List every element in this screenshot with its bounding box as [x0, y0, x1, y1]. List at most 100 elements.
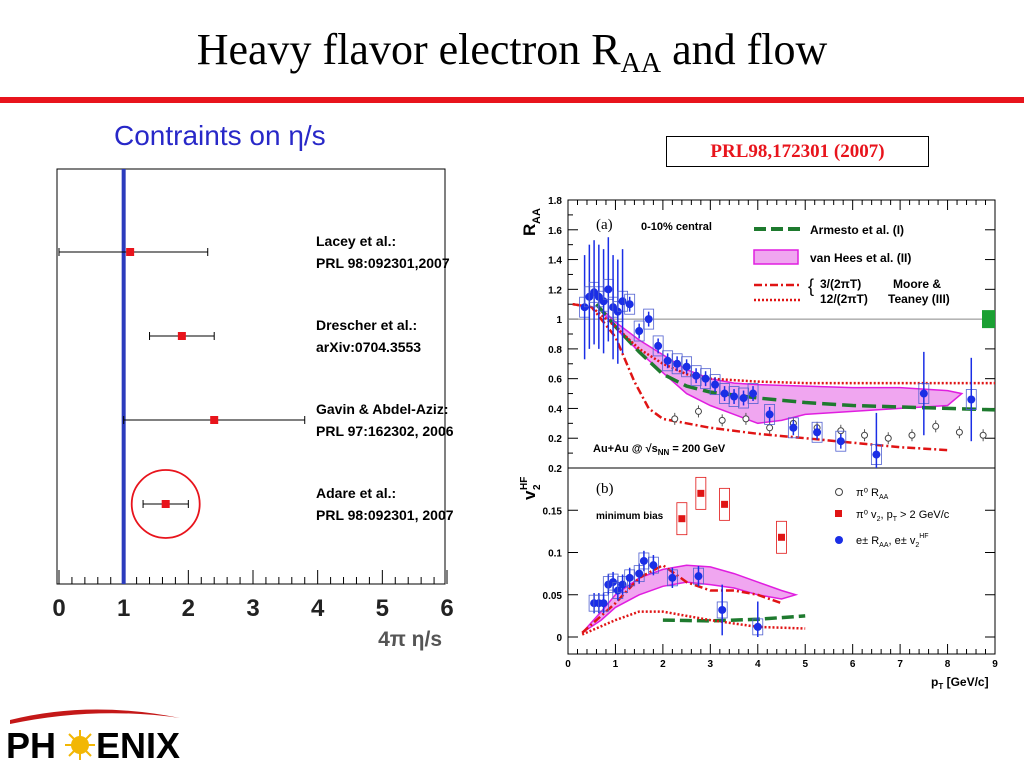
x-tick-label: 1 — [613, 659, 619, 670]
pi0-v2-legend-cut: > 2 GeV/c — [897, 509, 950, 521]
logo-sun-icon — [65, 730, 95, 760]
e-raa-syst-box — [671, 353, 683, 375]
legend-brace: { — [808, 276, 814, 296]
e-v2-point — [635, 569, 644, 578]
e-legend-sub: AA — [879, 542, 889, 549]
y-tick-label: 1.2 — [548, 285, 562, 296]
x-tick-label: 1 — [117, 595, 130, 622]
pi0-raa-point — [837, 427, 845, 435]
pi0-v2-syst-box — [676, 502, 688, 536]
x-tick-label: 6 — [850, 659, 856, 670]
highlight-circle — [130, 469, 201, 539]
pi0-v2-syst-box — [776, 520, 787, 554]
raa-ylabel: R AA — [520, 208, 543, 236]
e-raa-point — [635, 327, 644, 336]
data-point-marker — [126, 248, 135, 256]
pi0-raa-legend-marker — [835, 488, 843, 496]
e-v2-point — [649, 561, 658, 570]
pi0-v2-legend-marker — [835, 510, 842, 517]
v2-panel: 0 0.05 0.1 0.15 0.2 0 1 2 3 4 5 6 7 8 9 — [543, 464, 999, 670]
e-v2-point — [753, 622, 762, 631]
e-raa-point — [618, 297, 627, 306]
reference-label-line2: PRL 97:162302, 2006 — [316, 423, 454, 439]
x-tick-label: 7 — [897, 659, 903, 670]
slide-title: Heavy flavor electron RAA and flow — [0, 20, 1024, 94]
e-raa-point — [967, 395, 976, 404]
e-legend-v2sub: 2 — [915, 542, 919, 549]
moore-legend-label-2: 12/(2πT) — [820, 292, 868, 306]
e-legend-text: e± R — [856, 535, 879, 547]
pi0-v2-syst-box — [719, 487, 730, 521]
e-raa-point — [701, 374, 710, 383]
reference-label-line1: Adare et al.: — [316, 485, 396, 501]
e-raa-point — [836, 437, 845, 446]
e-raa-point — [919, 389, 928, 398]
eta-s-plot: 0 1 2 3 4 5 6 4π η/s Lacey et al.: PRL 98:092301,… — [52, 169, 454, 651]
e-raa-syst-box — [738, 387, 749, 409]
vanhees-legend-label: van Hees et al. (II) — [810, 251, 911, 265]
pi0-raa-point — [742, 415, 750, 423]
pi0-v2-point — [778, 533, 785, 541]
pi0-v2-point — [721, 500, 729, 508]
pt-xlabel: pT [GeV/c] — [931, 675, 989, 691]
e-raa-point — [625, 300, 634, 309]
reference-label-line1: Drescher et al.: — [316, 317, 417, 333]
pi0-raa-point — [884, 434, 892, 442]
phenix-logo: PH ENIX — [6, 709, 180, 766]
armesto-v2-curve — [662, 614, 806, 623]
e-raa-point — [872, 450, 881, 459]
e-raa-point — [682, 362, 691, 371]
x-tick-label: 9 — [992, 659, 998, 670]
reference-label-line1: Gavin & Abdel-Aziz: — [316, 401, 449, 417]
eta-s-plot-frame — [56, 168, 446, 585]
e-raa-point — [789, 423, 798, 432]
raa-ylabel-main: R — [520, 224, 539, 236]
e-raa-point — [654, 341, 663, 350]
e-legend-tail: , e± v — [889, 535, 916, 547]
y-tick-label: 0.15 — [543, 506, 563, 517]
moore-teaney-curve-1 — [572, 302, 948, 452]
e-raa-syst-box — [787, 417, 799, 439]
moore-legend-label-1: 3/(2πT) — [820, 277, 861, 291]
logo-text-left: PH — [6, 725, 56, 766]
x-tick-label: 2 — [660, 659, 666, 670]
pi0-raa-point — [671, 415, 679, 423]
pi0-v2-legend-tail: , p — [880, 509, 892, 521]
pi0-raa-point — [932, 422, 940, 430]
title-divider — [0, 97, 1024, 103]
reference-label-line1: Lacey et al.: — [316, 233, 396, 249]
e-raa-point — [580, 303, 589, 312]
y-tick-label: 0 — [556, 633, 562, 644]
y-tick-label: 0.6 — [548, 375, 562, 386]
pi0-v2-legend-sub: 2 — [877, 516, 881, 523]
pt-xlabel-unit: [GeV/c] — [943, 675, 988, 689]
v2-ylabel: v HF 2 — [519, 477, 543, 500]
logo-swoosh — [10, 709, 180, 724]
x-tick-label: 5 — [376, 595, 389, 622]
raa-legend: Armesto et al. (I) van Hees et al. (II) … — [753, 223, 950, 306]
e-raa-syst-box — [728, 386, 740, 407]
pt-xlabel-main: p — [931, 675, 938, 689]
energy-text: = 200 GeV — [669, 443, 726, 455]
y-tick-label: 0.2 — [548, 464, 562, 475]
e-raa-syst-box — [662, 350, 674, 372]
y-tick-label: 1.4 — [548, 256, 562, 267]
y-tick-label: 0.1 — [548, 549, 562, 560]
x-tick-label: 3 — [708, 659, 714, 670]
pi0-raa-point — [979, 431, 987, 439]
x-axis-label: 4π η/s — [378, 628, 442, 651]
v2-panel-frame — [567, 467, 996, 655]
e-raa-point — [673, 359, 682, 368]
x-tick-label: 3 — [246, 595, 259, 622]
pi0-v2-point — [697, 489, 705, 497]
raa-ylabel-sub: AA — [531, 208, 543, 224]
v2-legend: π⁰ RAA π⁰ v2, pT > 2 GeV/c e± RAA, e± v2… — [835, 487, 950, 549]
x-tick-label: 0 — [52, 595, 65, 622]
e-raa-syst-box — [633, 320, 645, 342]
e-raa-syst-box — [709, 374, 721, 396]
panel-a-label: (a) — [596, 217, 613, 233]
e-raa-syst-box — [652, 335, 664, 357]
x-tick-label: 8 — [945, 659, 951, 670]
raa-panel: 0.2 0.4 0.6 0.8 1 1.2 1.4 1.6 1.8 — [548, 196, 996, 468]
e-legend-label: e± RAA, e± v2HF — [856, 533, 929, 549]
